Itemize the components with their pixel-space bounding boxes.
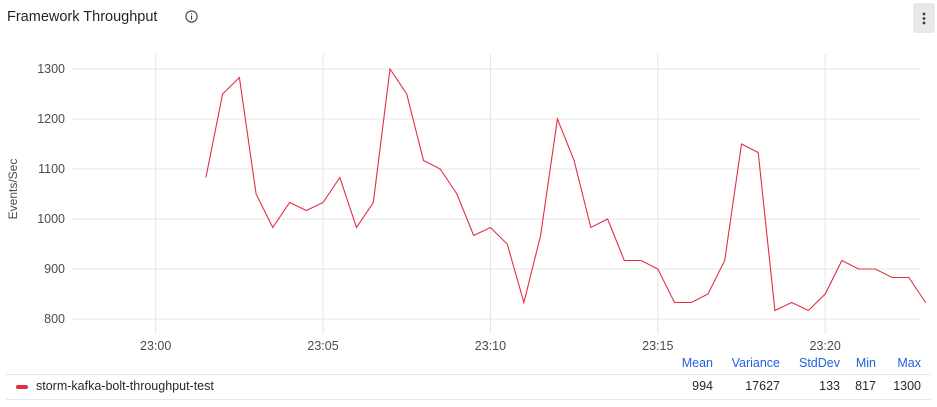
legend-item[interactable]: storm-kafka-bolt-throughput-test 994 176… bbox=[0, 379, 937, 395]
vertical-dots-icon bbox=[922, 12, 926, 25]
stat-min: 817 bbox=[855, 379, 876, 393]
stat-header-variance[interactable]: Variance bbox=[731, 356, 780, 370]
legend-divider bbox=[6, 374, 931, 375]
stat-stddev: 133 bbox=[819, 379, 840, 393]
y-tick-label: 1100 bbox=[38, 162, 65, 176]
chart-grid bbox=[72, 54, 920, 334]
y-tick-label: 900 bbox=[44, 262, 65, 276]
series-color-swatch[interactable] bbox=[16, 385, 28, 389]
panel-title: Framework Throughput bbox=[7, 9, 158, 25]
series-group bbox=[205, 67, 927, 312]
y-tick-label: 1000 bbox=[37, 212, 65, 226]
stat-header-min[interactable]: Min bbox=[855, 356, 876, 370]
x-axis: 23:00 23:05 23:10 23:15 23:20 bbox=[140, 339, 841, 353]
x-tick-label: 23:15 bbox=[642, 339, 673, 353]
stat-mean: 994 bbox=[692, 379, 713, 393]
legend-stats-header: Mean Variance StdDev Min Max bbox=[0, 356, 937, 372]
stat-max: 1300 bbox=[893, 379, 921, 393]
x-tick-label: 23:20 bbox=[810, 339, 841, 353]
series-line[interactable] bbox=[205, 67, 927, 312]
y-axis: 800 900 1000 1100 1200 1300 bbox=[37, 62, 65, 326]
x-tick-label: 23:10 bbox=[475, 339, 506, 353]
stat-header-max[interactable]: Max bbox=[897, 356, 921, 370]
info-circle-icon[interactable] bbox=[185, 10, 198, 23]
stat-variance: 17627 bbox=[745, 379, 780, 393]
x-tick-label: 23:00 bbox=[140, 339, 171, 353]
y-tick-label: 800 bbox=[44, 312, 65, 326]
legend-bottom-divider bbox=[6, 399, 931, 400]
panel-header: Framework Throughput bbox=[0, 0, 937, 34]
y-axis-label: Events/Sec bbox=[6, 159, 20, 220]
y-tick-label: 1300 bbox=[37, 62, 65, 76]
x-tick-label: 23:05 bbox=[307, 339, 338, 353]
legend-series-label[interactable]: storm-kafka-bolt-throughput-test bbox=[36, 379, 214, 393]
panel-menu-button[interactable] bbox=[913, 3, 935, 33]
stat-header-stddev[interactable]: StdDev bbox=[799, 356, 840, 370]
stat-header-mean[interactable]: Mean bbox=[681, 356, 713, 370]
y-tick-label: 1200 bbox=[37, 112, 65, 126]
